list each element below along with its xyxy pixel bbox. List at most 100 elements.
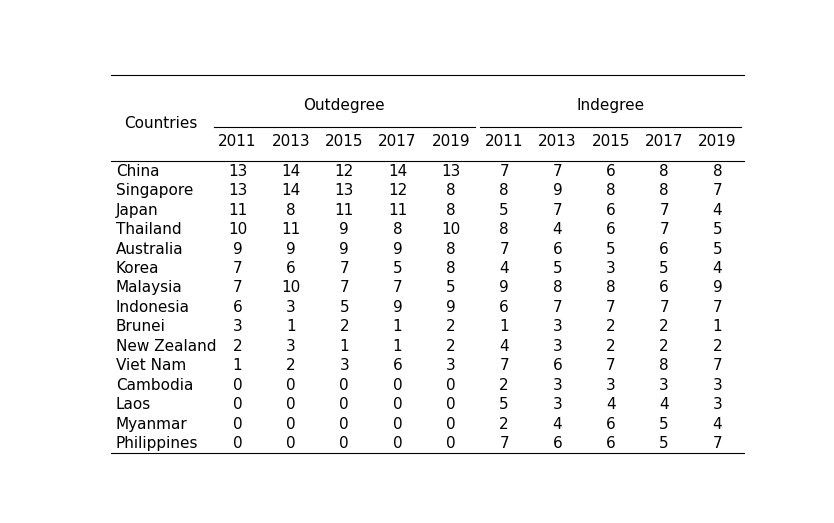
Text: 14: 14 — [281, 183, 300, 198]
Text: 3: 3 — [553, 397, 562, 412]
Text: 2: 2 — [286, 358, 296, 373]
Text: 5: 5 — [393, 261, 402, 276]
Text: 4: 4 — [660, 397, 669, 412]
Text: 2: 2 — [446, 320, 455, 334]
Text: 7: 7 — [233, 280, 243, 295]
Text: 2: 2 — [660, 339, 669, 354]
Text: 8: 8 — [660, 183, 669, 198]
Text: 3: 3 — [606, 378, 615, 393]
Text: 8: 8 — [713, 164, 722, 179]
Text: 2015: 2015 — [591, 134, 630, 149]
Text: 6: 6 — [553, 436, 562, 451]
Text: 8: 8 — [500, 183, 509, 198]
Text: 7: 7 — [713, 300, 722, 315]
Text: 10: 10 — [281, 280, 300, 295]
Text: 7: 7 — [606, 358, 615, 373]
Text: 0: 0 — [233, 397, 243, 412]
Text: 9: 9 — [446, 300, 455, 315]
Text: 1: 1 — [393, 320, 402, 334]
Text: 0: 0 — [339, 397, 349, 412]
Text: 2: 2 — [606, 339, 615, 354]
Text: 8: 8 — [660, 358, 669, 373]
Text: 0: 0 — [393, 417, 402, 431]
Text: 6: 6 — [553, 242, 562, 256]
Text: Thailand: Thailand — [116, 222, 182, 237]
Text: 4: 4 — [500, 339, 509, 354]
Text: 11: 11 — [228, 202, 247, 218]
Text: 5: 5 — [500, 202, 509, 218]
Text: 0: 0 — [286, 436, 296, 451]
Text: 1: 1 — [339, 339, 349, 354]
Text: 8: 8 — [446, 261, 455, 276]
Text: 9: 9 — [233, 242, 243, 256]
Text: 10: 10 — [228, 222, 247, 237]
Text: 0: 0 — [233, 378, 243, 393]
Text: 0: 0 — [339, 417, 349, 431]
Text: 11: 11 — [281, 222, 300, 237]
Text: 0: 0 — [446, 417, 455, 431]
Text: 5: 5 — [660, 261, 669, 276]
Text: 0: 0 — [286, 417, 296, 431]
Text: 7: 7 — [233, 261, 243, 276]
Text: 8: 8 — [500, 222, 509, 237]
Text: 2013: 2013 — [272, 134, 310, 149]
Text: 3: 3 — [712, 378, 722, 393]
Text: 7: 7 — [660, 300, 669, 315]
Text: 7: 7 — [606, 300, 615, 315]
Text: 9: 9 — [339, 242, 349, 256]
Text: 8: 8 — [446, 242, 455, 256]
Text: China: China — [116, 164, 159, 179]
Text: 3: 3 — [339, 358, 349, 373]
Text: 2011: 2011 — [485, 134, 524, 149]
Text: 1: 1 — [286, 320, 296, 334]
Text: 9: 9 — [339, 222, 349, 237]
Text: 14: 14 — [281, 164, 300, 179]
Text: 9: 9 — [393, 242, 403, 256]
Text: Malaysia: Malaysia — [116, 280, 183, 295]
Text: 6: 6 — [606, 202, 615, 218]
Text: 2: 2 — [339, 320, 349, 334]
Text: 7: 7 — [500, 164, 509, 179]
Text: Laos: Laos — [116, 397, 151, 412]
Text: 5: 5 — [339, 300, 349, 315]
Text: 0: 0 — [286, 397, 296, 412]
Text: Singapore: Singapore — [116, 183, 193, 198]
Text: Indegree: Indegree — [577, 98, 645, 112]
Text: 10: 10 — [441, 222, 460, 237]
Text: 3: 3 — [553, 339, 562, 354]
Text: 4: 4 — [713, 417, 722, 431]
Text: 11: 11 — [334, 202, 354, 218]
Text: 12: 12 — [334, 164, 354, 179]
Text: 9: 9 — [553, 183, 562, 198]
Text: 2019: 2019 — [431, 134, 470, 149]
Text: 1: 1 — [500, 320, 509, 334]
Text: 7: 7 — [339, 261, 349, 276]
Text: 8: 8 — [606, 183, 615, 198]
Text: 0: 0 — [233, 417, 243, 431]
Text: 0: 0 — [393, 436, 402, 451]
Text: 6: 6 — [606, 164, 615, 179]
Text: 6: 6 — [233, 300, 243, 315]
Text: 2017: 2017 — [645, 134, 683, 149]
Text: 6: 6 — [553, 358, 562, 373]
Text: 2013: 2013 — [538, 134, 577, 149]
Text: 5: 5 — [606, 242, 615, 256]
Text: 3: 3 — [286, 339, 296, 354]
Text: New Zealand: New Zealand — [116, 339, 216, 354]
Text: 0: 0 — [446, 397, 455, 412]
Text: 6: 6 — [606, 436, 615, 451]
Text: Philippines: Philippines — [116, 436, 198, 451]
Text: 0: 0 — [233, 436, 243, 451]
Text: 2: 2 — [713, 339, 722, 354]
Text: 11: 11 — [388, 202, 407, 218]
Text: 5: 5 — [660, 417, 669, 431]
Text: Outdegree: Outdegree — [304, 98, 385, 112]
Text: 0: 0 — [446, 378, 455, 393]
Text: 4: 4 — [500, 261, 509, 276]
Text: 6: 6 — [659, 242, 669, 256]
Text: 9: 9 — [500, 280, 509, 295]
Text: 3: 3 — [606, 261, 615, 276]
Text: 6: 6 — [606, 417, 615, 431]
Text: 2017: 2017 — [379, 134, 417, 149]
Text: 5: 5 — [446, 280, 455, 295]
